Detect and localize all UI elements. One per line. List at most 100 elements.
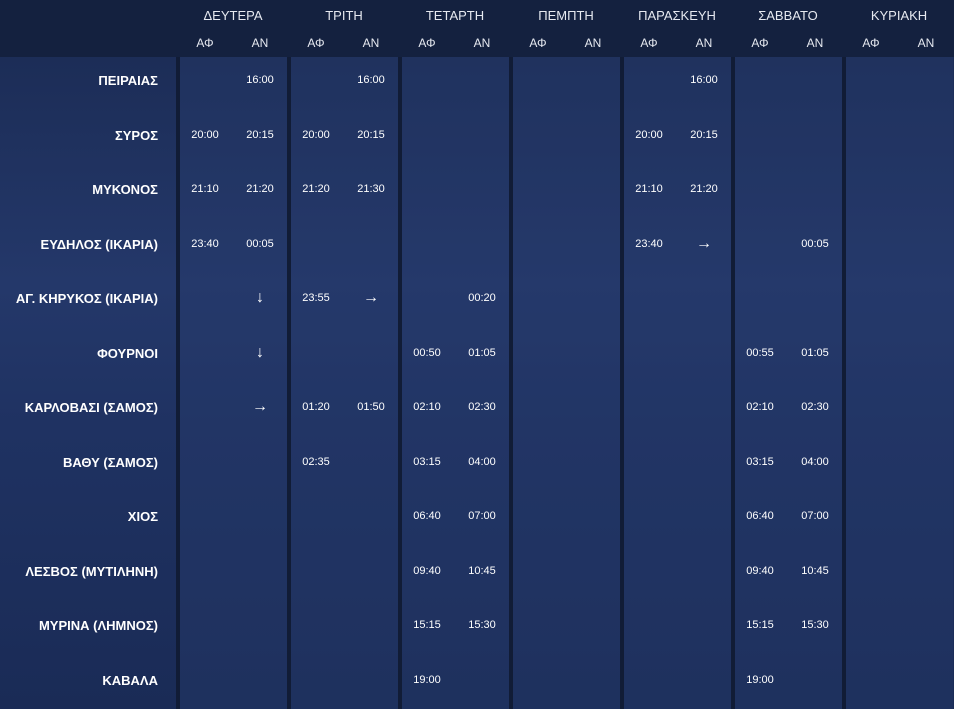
time-cell: 20:15 [246,128,274,141]
port-name: ΣΥΡΟΣ [114,127,158,143]
day-column [846,57,953,709]
time-cell: 23:40 [635,237,663,250]
time-cell: 15:15 [746,619,774,631]
port-name: ΧΙΟΣ [127,509,158,524]
time-cell: 00:55 [746,346,774,359]
sub-header: ΑΦ [751,36,769,50]
port-name: ΜΥΚΟΝΟΣ [92,182,158,197]
time-cell: 15:15 [413,619,441,631]
sub-header: ΑΦ [640,36,658,50]
time-cell: 07:00 [468,510,496,522]
time-cell: 04:00 [801,455,829,468]
column-separator [509,57,513,709]
sub-header: ΑΝ [584,36,602,50]
arrow: → [252,398,268,415]
arrow: → [363,289,379,306]
sub-header: ΑΝ [917,36,935,50]
sub-header: ΑΦ [196,36,214,50]
time-cell: 19:00 [746,673,774,686]
time-cell: 02:35 [302,455,330,468]
day-column [624,57,731,709]
time-cell: 21:20 [246,183,274,195]
day-column [513,57,620,709]
time-cell: 09:40 [746,564,774,577]
time-cell: 20:15 [357,128,385,141]
time-cell: 20:15 [690,128,718,141]
time-cell: 21:20 [690,183,718,195]
column-separator [731,57,735,709]
time-cell: 20:00 [191,128,219,141]
port-name: ΕΥΔΗΛΟΣ (ΙΚΑΡΙΑ) [40,236,158,252]
sub-header: ΑΝ [473,36,491,50]
time-cell: 23:40 [191,237,219,250]
time-cell: 16:00 [690,74,718,86]
time-cell: 15:30 [468,619,496,631]
time-cell: 00:50 [413,346,441,359]
arrow: ↓ [256,343,264,361]
column-separator [620,57,624,709]
time-cell: 07:00 [801,510,829,522]
time-cell: 21:10 [191,183,219,195]
sub-header: ΑΝ [251,36,269,50]
day-column [291,57,398,709]
time-cell: 21:30 [357,183,385,195]
day-column [180,57,287,709]
arrow: ↓ [256,289,264,306]
time-cell: 00:20 [468,292,496,304]
time-cell: 01:05 [801,346,829,359]
day-column [735,57,842,709]
day-header: ΤΡΙΤΗ [325,8,363,23]
time-cell: 09:40 [413,564,441,577]
port-name: ΦΟΥΡΝΟΙ [97,345,158,361]
port-name: ΠΕΙΡΑΙΑΣ [98,73,158,88]
time-cell: 20:00 [635,128,663,141]
time-cell: 16:00 [246,74,274,86]
time-cell: 01:05 [468,346,496,359]
port-name: ΛΕΣΒΟΣ (ΜΥΤΙΛΗΝΗ) [25,563,158,579]
time-cell: 16:00 [357,74,385,86]
time-cell: 10:45 [468,564,496,577]
time-cell: 06:40 [413,510,441,522]
column-separator [842,57,846,709]
day-header: ΔΕΥΤΕΡΑ [203,8,263,23]
time-cell: 15:30 [801,619,829,631]
port-name: ΑΓ. ΚΗΡΥΚΟΣ (ΙΚΑΡΙΑ) [15,291,158,306]
time-cell: 04:00 [468,455,496,468]
time-cell: 00:05 [801,237,829,250]
arrow: → [696,234,712,252]
day-header: ΤΕΤΑΡΤΗ [425,8,485,23]
sub-header: ΑΦ [862,36,880,50]
port-name: ΚΑΡΛΟΒΑΣΙ (ΣΑΜΟΣ) [24,400,158,415]
sub-header: ΑΝ [362,36,380,50]
time-cell: 02:10 [746,401,774,413]
sub-header: ΑΦ [418,36,436,50]
time-cell: 21:10 [635,183,663,195]
port-name: ΜΥΡΙΝΑ (ΛΗΜΝΟΣ) [38,618,158,633]
sub-header: ΑΝ [806,36,824,50]
day-header: ΠΑΡΑΣΚΕΥΗ [638,8,716,23]
column-separator [176,57,180,709]
header-band [0,0,954,57]
sub-header: ΑΝ [695,36,713,50]
time-cell: 20:00 [302,128,330,141]
time-cell: 23:55 [302,292,330,304]
sub-header: ΑΦ [529,36,547,50]
time-cell: 10:45 [801,564,829,577]
day-column [402,57,509,709]
time-cell: 02:30 [468,401,496,413]
time-cell: 19:00 [413,673,441,686]
sub-header: ΑΦ [307,36,325,50]
day-header: ΣΑΒΒΑΤΟ [758,8,818,23]
time-cell: 21:20 [302,183,330,195]
day-header: ΠΕΜΠΤΗ [538,8,594,23]
time-cell: 02:10 [413,401,441,413]
time-cell: 06:40 [746,510,774,522]
time-cell: 02:30 [801,401,829,413]
time-cell: 01:20 [302,401,330,413]
time-cell: 01:50 [357,401,385,413]
time-cell: 03:15 [746,455,774,468]
column-separator [287,57,291,709]
time-cell: 00:05 [246,237,274,250]
port-name: ΚΑΒΑΛΑ [102,672,158,688]
column-separator [398,57,402,709]
